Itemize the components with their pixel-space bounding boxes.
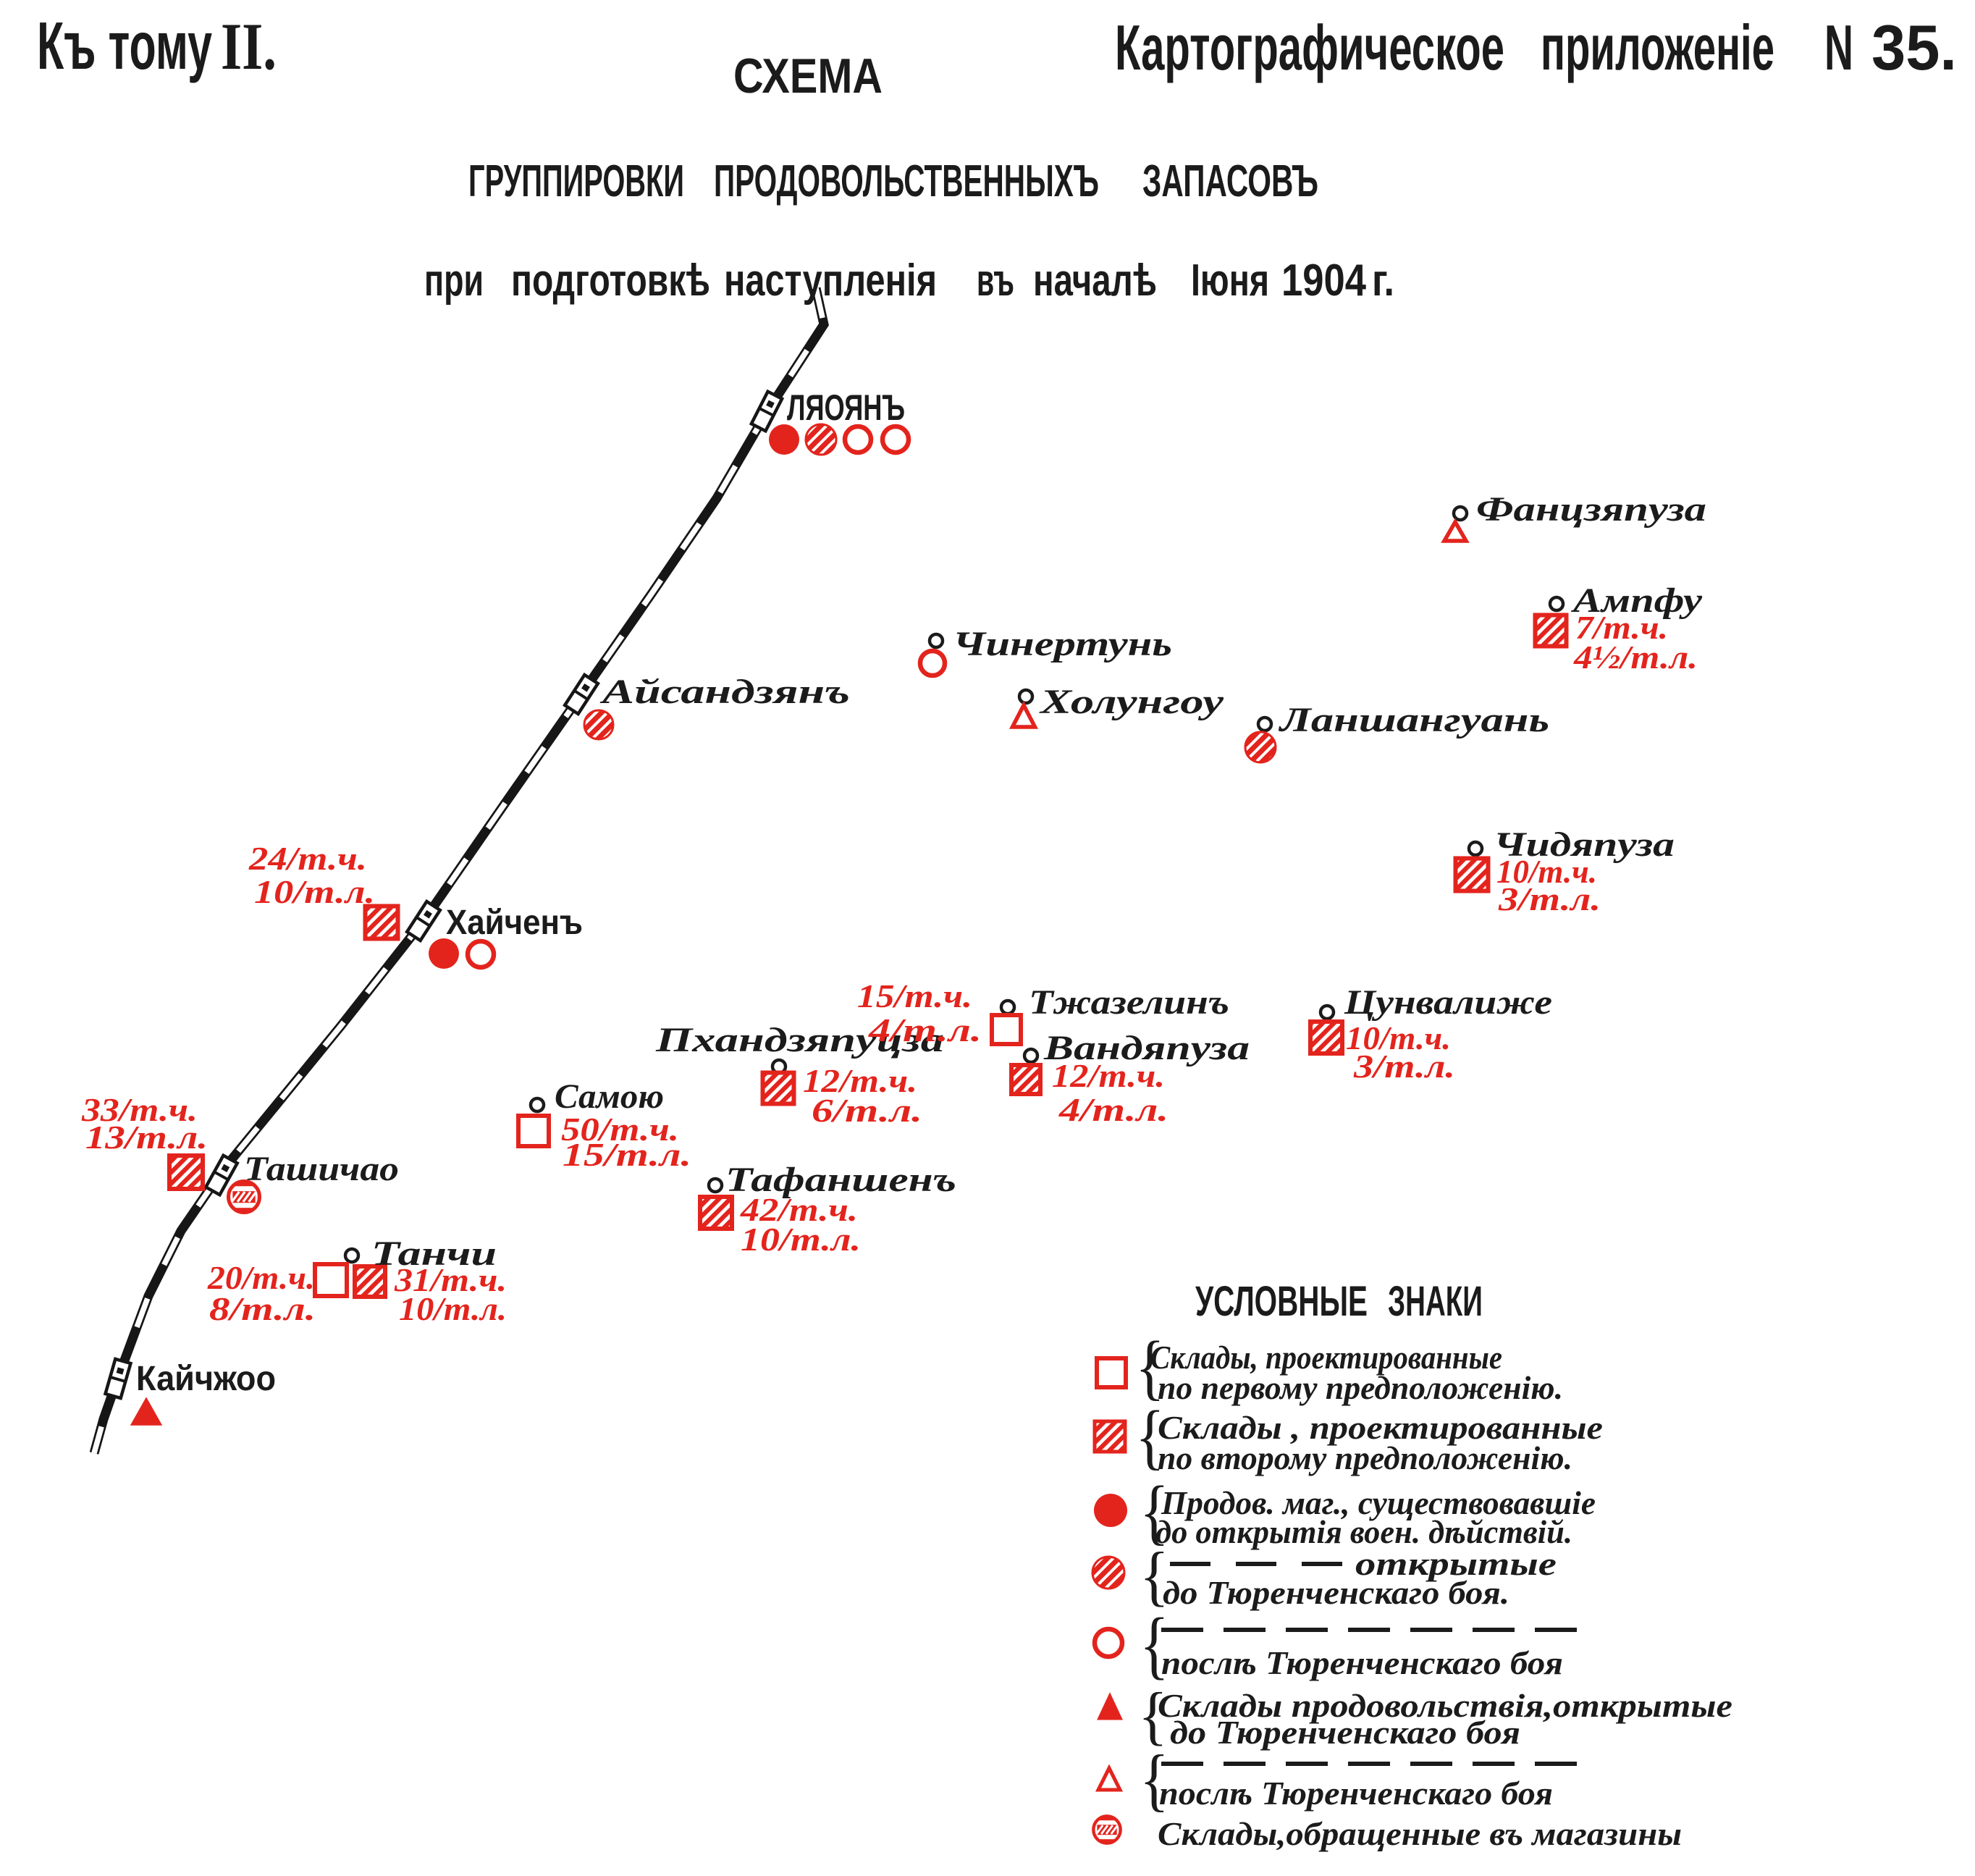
svg-text:4/т.л.: 4/т.л.	[1058, 1091, 1168, 1128]
svg-text:33/т.ч.: 33/т.ч.	[81, 1091, 198, 1128]
svg-text:Айсандзянъ: Айсандзянъ	[599, 673, 850, 711]
svg-text:Тжазелинъ: Тжазелинъ	[1029, 983, 1229, 1022]
svg-text:1904: 1904	[1281, 256, 1366, 306]
svg-text:Хайченъ: Хайченъ	[446, 904, 583, 942]
svg-text:послѣ Тюренченскаго боя: послѣ Тюренченскаго боя	[1159, 1775, 1553, 1812]
svg-text:ЗАПАСОВЪ: ЗАПАСОВЪ	[1142, 156, 1318, 206]
svg-text:СХЕМА: СХЕМА	[733, 49, 883, 104]
svg-text:12/т.ч.: 12/т.ч.	[1052, 1057, 1165, 1094]
svg-text:Самою: Самою	[555, 1077, 664, 1116]
svg-text:Цунвалиже: Цунвалиже	[1344, 983, 1552, 1022]
svg-text:Чидяпуза: Чидяпуза	[1494, 825, 1675, 864]
svg-text:II.: II.	[221, 9, 277, 83]
svg-text:{: {	[1135, 1327, 1165, 1408]
svg-text:10/т.л.: 10/т.л.	[741, 1221, 861, 1258]
svg-text:Тафаншенъ: Тафаншенъ	[725, 1161, 956, 1199]
svg-text:10/т.ч.: 10/т.ч.	[1496, 853, 1597, 890]
svg-text:10/т.л.: 10/т.л.	[399, 1290, 507, 1327]
svg-text:по второму предположенію.: по второму предположенію.	[1158, 1439, 1572, 1476]
svg-text:10/т.ч.: 10/т.ч.	[1346, 1019, 1451, 1056]
svg-text:Кайчжоо: Кайчжоо	[136, 1360, 276, 1398]
svg-text:50/т.ч.: 50/т.ч.	[561, 1111, 679, 1148]
svg-text:Склады,обращенные въ магазин: Склады,обращенные въ магазины	[1158, 1815, 1682, 1852]
svg-text:до Тюренченскаго боя.: до Тюренченскаго боя.	[1163, 1574, 1509, 1611]
svg-text:31/т.ч.: 31/т.ч.	[394, 1261, 507, 1298]
svg-text:въ: въ	[977, 256, 1014, 306]
svg-text:Продов. маг., существовавшіе: Продов. маг., существовавшіе	[1161, 1484, 1596, 1521]
svg-text:24/т.ч.: 24/т.ч.	[248, 840, 367, 877]
svg-text:35.: 35.	[1871, 12, 1957, 83]
svg-text:Холунгоу: Холунгоу	[1038, 683, 1224, 721]
svg-text:Склады , проектированные: Склады , проектированные	[1158, 1409, 1603, 1446]
svg-text:{: {	[1140, 1741, 1169, 1818]
svg-text:открытые: открытые	[1355, 1545, 1557, 1582]
svg-text:при: при	[424, 256, 484, 306]
svg-text:12/т.ч.: 12/т.ч.	[803, 1062, 917, 1099]
svg-text:7/т.ч.: 7/т.ч.	[1575, 609, 1668, 646]
svg-text:{: {	[1135, 1397, 1165, 1477]
svg-text:3/т.л.: 3/т.л.	[1498, 880, 1601, 917]
svg-text:Фанцзяпуза: Фанцзяпуза	[1476, 490, 1706, 529]
svg-text:подготовкѣ: подготовкѣ	[511, 256, 710, 306]
svg-text:15/т.л.: 15/т.л.	[563, 1136, 691, 1173]
svg-text:N: N	[1824, 12, 1853, 83]
svg-text:{: {	[1140, 1472, 1169, 1552]
svg-text:началѣ: началѣ	[1033, 256, 1157, 306]
svg-text:10/т.л.: 10/т.л.	[254, 873, 375, 910]
svg-text:Ташичао: Ташичао	[244, 1150, 399, 1188]
svg-text:{: {	[1138, 1679, 1168, 1751]
svg-text:Чинертунь: Чинертунь	[953, 625, 1172, 663]
svg-text:8/т.л.: 8/т.л.	[209, 1290, 316, 1327]
svg-text:Іюня: Іюня	[1191, 256, 1269, 306]
svg-text:{: {	[1140, 1539, 1169, 1613]
svg-text:20/т.ч.: 20/т.ч.	[207, 1259, 315, 1296]
svg-text:ЛЯОЯНЪ: ЛЯОЯНЪ	[787, 387, 905, 428]
svg-text:ЗНАКИ: ЗНАКИ	[1388, 1278, 1483, 1325]
svg-text:13/т.л.: 13/т.л.	[85, 1119, 208, 1156]
svg-text:4½/т.л.: 4½/т.л.	[1573, 639, 1698, 676]
svg-text:ПРОДОВОЛЬСТВЕННЫХЪ: ПРОДОВОЛЬСТВЕННЫХЪ	[714, 156, 1099, 206]
svg-text:Склады, проектированные: Склады, проектированные	[1150, 1339, 1502, 1376]
svg-text:по первому предположенію.: по первому предположенію.	[1158, 1369, 1563, 1406]
svg-text:приложеніе: приложеніе	[1541, 12, 1774, 83]
svg-text:г.: г.	[1372, 256, 1394, 306]
svg-text:Картографическое: Картографическое	[1115, 12, 1504, 83]
svg-text:Ланшангуань: Ланшангуань	[1278, 701, 1549, 739]
svg-text:наступленія: наступленія	[724, 256, 937, 306]
svg-text:15/т.ч.: 15/т.ч.	[857, 977, 972, 1014]
svg-text:Танчи: Танчи	[371, 1234, 497, 1273]
svg-text:42/т.ч.: 42/т.ч.	[740, 1191, 858, 1228]
svg-text:до Тюренченскаго боя: до Тюренченскаго боя	[1170, 1714, 1520, 1751]
svg-text:Пхандзяпуцза: Пхандзяпуцза	[655, 1021, 944, 1059]
svg-text:Вандяпуза: Вандяпуза	[1043, 1029, 1250, 1067]
svg-text:послѣ Тюренченскаго боя: послѣ Тюренченскаго боя	[1161, 1644, 1563, 1681]
svg-text:6/т.л.: 6/т.л.	[812, 1092, 922, 1129]
svg-text:4/т.л.: 4/т.л.	[868, 1011, 982, 1048]
svg-text:ГРУППИРОВКИ: ГРУППИРОВКИ	[468, 156, 684, 206]
svg-text:{: {	[1140, 1602, 1169, 1687]
svg-text:Ампфу: Ампфу	[1570, 581, 1703, 620]
svg-text:УСЛОВНЫЕ: УСЛОВНЫЕ	[1195, 1278, 1368, 1325]
svg-text:Къ тому: Къ тому	[37, 8, 212, 83]
svg-text:до открытія воен. дѣйствій.: до открытія воен. дѣйствій.	[1155, 1513, 1572, 1550]
svg-text:3/т.л.: 3/т.л.	[1353, 1048, 1455, 1085]
svg-text:Склады продовольствія,открыты: Склады продовольствія,открытые	[1158, 1687, 1732, 1724]
